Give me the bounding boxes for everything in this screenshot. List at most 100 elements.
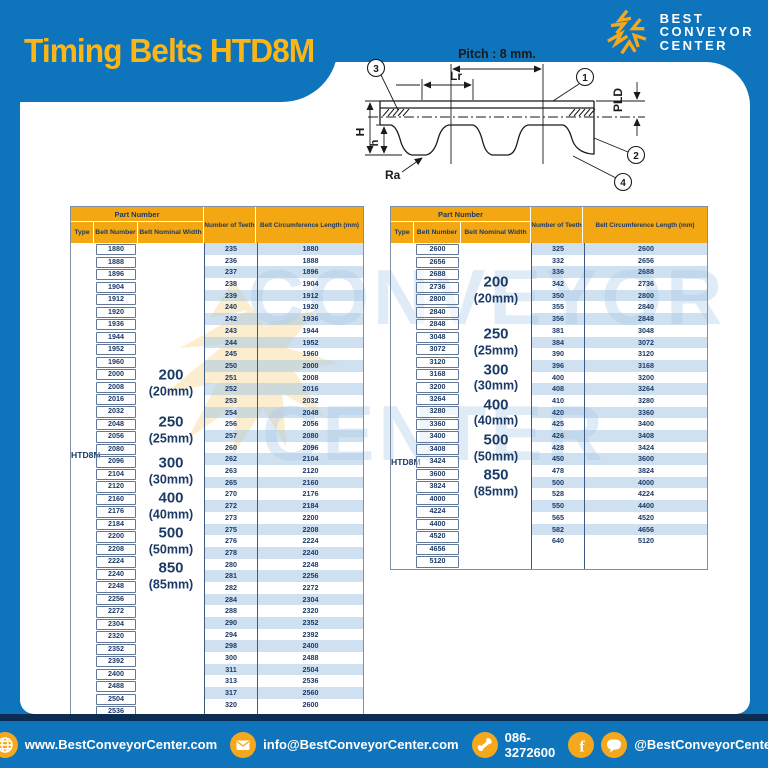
belt-length-cell: 2656 bbox=[638, 255, 654, 265]
teeth-count-cell: 381 bbox=[552, 325, 564, 335]
teeth-count-cell: 244 bbox=[205, 336, 257, 349]
belt-width-mm: (85mm) bbox=[473, 484, 519, 499]
belt-length-cell: 2736 bbox=[638, 279, 654, 289]
belt-width-size: 300 bbox=[158, 454, 184, 472]
teeth-count-cell: 426 bbox=[532, 430, 584, 442]
belt-number-cell: 2848 bbox=[416, 319, 459, 331]
belt-number-cell: 3424 bbox=[416, 456, 459, 468]
teeth-count-cell: 528 bbox=[552, 489, 564, 499]
teeth-count-cell: 282 bbox=[225, 582, 237, 592]
teeth-count-cell: 265 bbox=[205, 476, 257, 489]
belt-length-cell: 3264 bbox=[585, 383, 707, 395]
belt-length-cell: 3408 bbox=[585, 430, 707, 442]
teeth-count-cell: 256 bbox=[225, 419, 237, 429]
belt-number-cell: 3072 bbox=[416, 344, 459, 356]
teeth-count-cell: 408 bbox=[532, 383, 584, 395]
belt-number-cell: 1920 bbox=[96, 306, 136, 318]
belt-number-cell: 2248 bbox=[96, 581, 136, 593]
belt-number-cell: 5120 bbox=[416, 556, 459, 568]
teeth-count-cell: 276 bbox=[225, 536, 237, 546]
belt-length-cell: 4520 bbox=[638, 512, 654, 522]
belt-width-mm: (85mm) bbox=[148, 577, 194, 592]
teeth-count-cell: 290 bbox=[205, 617, 257, 629]
footer-email[interactable]: info@BestConveyorCenter.com bbox=[230, 731, 459, 758]
belt-number-cell: 2240 bbox=[96, 568, 136, 581]
belt-number-cell: 3048 bbox=[416, 331, 459, 343]
belt-table-right: Part Number Type Belt Number Belt Nomina… bbox=[390, 206, 708, 570]
belt-length-cell: 4656 bbox=[585, 523, 707, 536]
belt-length-cell: 2048 bbox=[258, 406, 363, 419]
teeth-count-cell: 272 bbox=[205, 500, 257, 512]
belt-number-cell: 2656 bbox=[416, 256, 459, 268]
callout-1: 1 bbox=[552, 67, 595, 102]
teeth-count-cell: 400 bbox=[552, 372, 564, 382]
teeth-count-cell: 242 bbox=[205, 313, 257, 325]
belt-number-cell: 4224 bbox=[416, 506, 459, 518]
length-column: 1880 1888 1896 1904 1912 1920 1936 1944 1952 1960… bbox=[258, 243, 363, 744]
header-number-of-teeth: Number of Teeth bbox=[204, 207, 256, 243]
brand-logo-icon bbox=[606, 9, 647, 55]
belt-number-cell: 4000 bbox=[416, 493, 459, 506]
footer-divider-strip bbox=[0, 714, 768, 721]
teeth-count-cell: 311 bbox=[205, 663, 257, 676]
belt-number-cell: 2016 bbox=[96, 394, 136, 406]
belt-length-cell: 3072 bbox=[585, 336, 707, 349]
teeth-count-cell: 320 bbox=[225, 699, 237, 709]
footer-social[interactable]: f @BestConveyorCenter bbox=[568, 731, 768, 758]
header-belt-circumference: Belt Circumference Length (mm) bbox=[256, 207, 363, 243]
belt-width-size: 400 bbox=[483, 396, 509, 414]
teeth-column: 235 236 237 238 239 240 242 243 244 245 250 251 252 2… bbox=[204, 243, 258, 744]
belt-width-mm: (30mm) bbox=[148, 472, 194, 487]
teeth-count-cell: 281 bbox=[205, 570, 257, 582]
belt-width-label: 500 (50mm) bbox=[138, 524, 204, 557]
footer-website[interactable]: www.BestConveyorCenter.com bbox=[0, 731, 217, 758]
header-part-number: Part Number bbox=[391, 207, 531, 222]
teeth-count-cell: 478 bbox=[552, 466, 564, 476]
ra-label: Ra bbox=[385, 168, 401, 182]
type-column: HTD8M bbox=[71, 243, 101, 744]
belt-length-cell: 2008 bbox=[302, 372, 319, 382]
svg-text:4: 4 bbox=[620, 178, 626, 189]
belt-length-cell: 3360 bbox=[585, 406, 707, 419]
teeth-count-cell: 288 bbox=[225, 606, 237, 616]
teeth-count-cell: 280 bbox=[225, 559, 237, 569]
belt-number-cell: 1888 bbox=[96, 256, 136, 268]
teeth-column: 325 332 336 342 350 355 356 381 384 390 396 400 408 4… bbox=[531, 243, 585, 569]
svg-text:1: 1 bbox=[582, 73, 588, 84]
belt-width-label: 400 (40mm) bbox=[461, 396, 531, 429]
belt-length-cell: 2184 bbox=[258, 500, 363, 512]
belt-length-cell: 3048 bbox=[638, 325, 654, 335]
belt-length-cell: 5120 bbox=[638, 536, 654, 546]
belt-length-cell: 2536 bbox=[302, 676, 319, 686]
belt-number-cell: 1960 bbox=[96, 356, 136, 368]
phone-number: 086-3272600 bbox=[504, 729, 556, 760]
belt-length-cell: 2056 bbox=[302, 419, 319, 429]
belt-width-size: 500 bbox=[158, 524, 184, 542]
teeth-count-cell: 350 bbox=[532, 289, 584, 302]
teeth-count-cell: 263 bbox=[225, 466, 237, 476]
teeth-count-cell: 275 bbox=[205, 523, 257, 536]
teeth-count-cell: 355 bbox=[552, 302, 564, 312]
teeth-count-cell: 325 bbox=[532, 243, 584, 255]
footer-phone[interactable]: 086-3272600 bbox=[471, 729, 556, 760]
belt-length-cell: 2032 bbox=[302, 395, 319, 405]
pitch-label: Pitch : 8 mm. bbox=[458, 47, 536, 61]
belt-number-cell: 3264 bbox=[416, 394, 459, 406]
brand-name-line2: CONVEYOR bbox=[659, 24, 754, 40]
belt-width-mm: (20mm) bbox=[473, 291, 519, 306]
belt-length-cell: 3280 bbox=[638, 395, 654, 405]
belt-width-mm: (50mm) bbox=[473, 449, 519, 464]
belt-length-cell: 2400 bbox=[258, 640, 363, 653]
belt-width-label: 250 (25mm) bbox=[138, 414, 204, 446]
belt-number-cell: 2392 bbox=[96, 656, 136, 668]
belt-width-size: 200 bbox=[483, 273, 509, 291]
callout-4: 4 bbox=[572, 155, 633, 192]
belt-number-cell: 2104 bbox=[96, 468, 136, 481]
belt-number-cell: 2120 bbox=[96, 481, 136, 493]
belt-length-cell: 2840 bbox=[638, 302, 654, 312]
belt-length-cell: 2488 bbox=[302, 653, 319, 663]
belt-width-mm: (40mm) bbox=[473, 414, 519, 429]
belt-number-cell: 1904 bbox=[96, 281, 136, 293]
belt-number-cell: 4520 bbox=[416, 531, 459, 543]
